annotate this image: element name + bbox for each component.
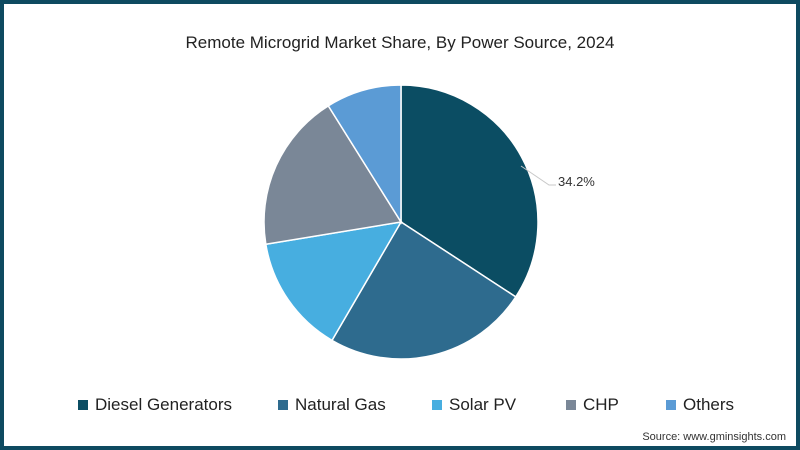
legend-label: Natural Gas <box>295 395 386 414</box>
legend-label: Diesel Generators <box>95 395 233 414</box>
legend-label: Others <box>683 395 735 414</box>
legend-label: CHP <box>583 395 619 414</box>
legend-item-natural-gas: Natural Gas <box>278 395 386 415</box>
legend-label: Solar PV <box>449 395 517 414</box>
legend-swatch-icon <box>278 400 288 410</box>
legend: Diesel Generators Natural Gas Solar PV C… <box>0 395 800 417</box>
pie-slice-chp <box>263 104 403 246</box>
legend-swatch-icon <box>78 400 88 410</box>
legend-item-diesel-generators: Diesel Generators <box>78 395 232 415</box>
callout-leader-line <box>520 165 556 186</box>
legend-swatch-icon <box>432 400 442 410</box>
legend-item-solar-pv: Solar PV <box>432 395 516 415</box>
pie-slice-solar-pv <box>264 221 403 342</box>
pie-slice-natural-gas <box>330 220 517 360</box>
chart-title: Remote Microgrid Market Share, By Power … <box>185 33 615 52</box>
diesel-share-label: 34.2% <box>558 174 595 189</box>
legend-swatch-icon <box>666 400 676 410</box>
legend-item-others: Others <box>666 395 734 415</box>
legend-item-chp: CHP <box>566 395 619 415</box>
legend-swatch-icon <box>566 400 576 410</box>
pie-slice-others <box>327 84 402 225</box>
source-note: Source: www.gminsights.com <box>642 431 786 443</box>
